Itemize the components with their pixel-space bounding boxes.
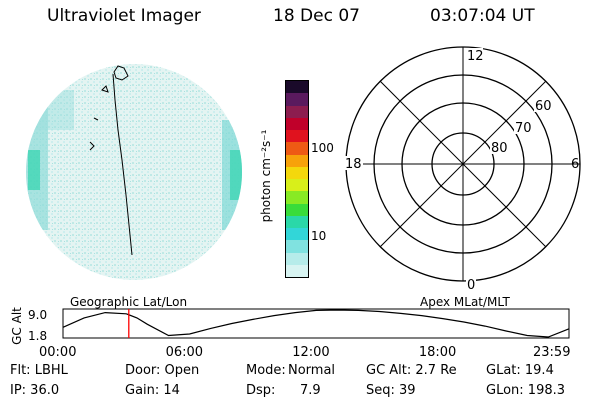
left-limb-bright <box>28 150 40 190</box>
geographic-label: Geographic Lat/Lon <box>70 295 188 309</box>
seq-status: Seq: 39 <box>366 383 416 398</box>
colorbar <box>285 80 309 278</box>
time-tick-label: 00:00 <box>39 345 77 360</box>
apex-label: Apex MLat/MLT <box>420 295 510 309</box>
colorbar-tick-100: 100 <box>311 141 334 155</box>
mlt-label-12: 12 <box>467 49 484 64</box>
colorbar-band <box>286 191 308 204</box>
polar-grid: 12 18 6 0 60 70 80 <box>345 46 581 293</box>
colorbar-band <box>286 252 308 265</box>
image-date: 18 Dec 07 <box>273 6 360 26</box>
lat-label-70: 70 <box>515 121 532 136</box>
glat-status: GLat: 19.4 <box>486 363 554 378</box>
dsp-label: Dsp: <box>246 383 276 398</box>
gain-status: Gain: 14 <box>125 383 180 398</box>
colorbar-band <box>286 179 308 192</box>
mlt-label-0: 0 <box>467 278 475 293</box>
colorbar-band <box>286 105 308 118</box>
door-status: Door: Open <box>125 363 200 378</box>
time-tick-label: 18:00 <box>418 345 457 360</box>
gc-alt-series <box>62 309 570 338</box>
colorbar-band <box>286 228 308 241</box>
grid-line-diag-2 <box>379 80 547 248</box>
colorbar-band <box>286 130 308 143</box>
right-limb-bright <box>230 150 242 200</box>
lat-label-60: 60 <box>535 99 552 114</box>
left-upper-glow <box>34 90 74 130</box>
gc-alt-strip: GC Alt 9.0 1.8 <box>10 307 570 345</box>
mode-label: Mode: <box>246 363 286 378</box>
colorbar-band <box>286 264 308 277</box>
colorbar-band <box>286 81 308 94</box>
colorbar-band <box>286 142 308 155</box>
colorbar-band <box>286 240 308 253</box>
instrument-title: Ultraviolet Imager <box>47 6 201 26</box>
mode-value: Normal <box>288 363 336 378</box>
strip-ytick-bottom: 1.8 <box>28 329 47 343</box>
image-time: 03:07:04 UT <box>430 6 535 26</box>
colorbar-tick-10: 10 <box>311 229 327 243</box>
coastline-outline <box>89 65 129 151</box>
colorbar-band <box>286 215 308 228</box>
time-tick-label: 23:59 <box>533 345 571 360</box>
uvi-image <box>26 64 242 280</box>
colorbar-band <box>286 93 308 106</box>
time-tick-label: 06:00 <box>165 345 204 360</box>
dsp-value: 7.9 <box>300 383 321 398</box>
colorbar-band <box>286 154 308 167</box>
gc-alt-status: GC Alt: 2.7 Re <box>366 363 457 378</box>
lat-label-80: 80 <box>491 141 508 156</box>
strip-axis-label: GC Alt <box>10 307 24 345</box>
strip-ytick-top: 9.0 <box>28 308 47 322</box>
mlt-label-18: 18 <box>345 157 362 172</box>
filter-status: Flt: LBHL <box>10 363 68 378</box>
colorbar-band <box>286 203 308 216</box>
colorbar-band <box>286 117 308 130</box>
mlt-label-6: 6 <box>571 157 579 172</box>
geographic-meridian <box>112 73 133 256</box>
colorbar-band <box>286 166 308 179</box>
ip-status: IP: 36.0 <box>10 383 60 398</box>
earth-disk <box>26 64 242 280</box>
colorbar-unit-label: photon cm⁻²s⁻¹ <box>259 129 273 223</box>
time-tick-label: 12:00 <box>292 345 330 360</box>
strip-frame <box>62 308 570 339</box>
glon-status: GLon: 198.3 <box>486 383 566 398</box>
